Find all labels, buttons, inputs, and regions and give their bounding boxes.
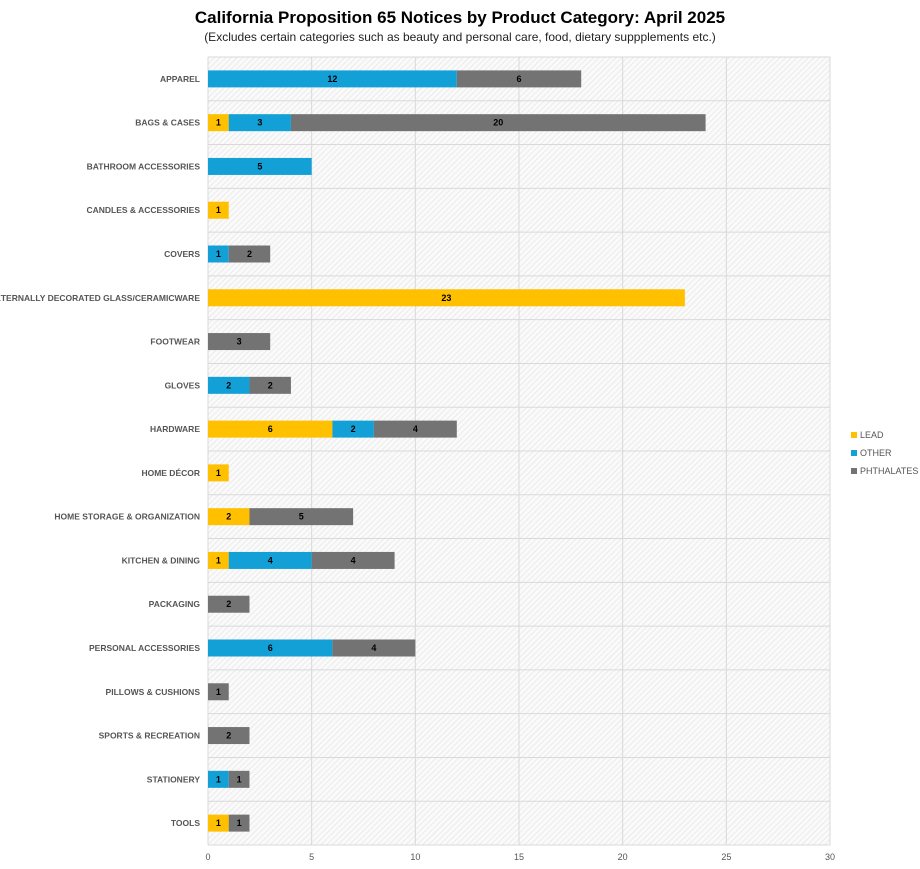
chart-subtitle: (Excludes certain categories such as bea… (204, 30, 716, 44)
data-label: 12 (327, 74, 337, 84)
legend-label: PHTHALATES (860, 466, 918, 476)
x-tick-label: 10 (410, 852, 420, 862)
category-label: APPAREL (160, 74, 200, 84)
data-label: 1 (237, 818, 242, 828)
bar-other (208, 245, 229, 263)
x-tick-label: 15 (514, 852, 524, 862)
category-label: SPORTS & RECREATION (99, 731, 200, 741)
data-label: 1 (216, 205, 221, 215)
legend-swatch-lead (851, 432, 857, 438)
category-label: PACKAGING (149, 599, 201, 609)
bar-lead (208, 201, 229, 219)
bar-lead (208, 464, 229, 482)
category-label: HOME DÉCOR (141, 468, 200, 478)
category-label: CANDLES & ACCESSORIES (86, 205, 200, 215)
chart-title: California Proposition 65 Notices by Pro… (194, 8, 726, 27)
data-label: 4 (371, 643, 376, 653)
bar-other (208, 70, 457, 88)
data-label: 1 (216, 249, 221, 259)
x-tick-label: 20 (618, 852, 628, 862)
data-label: 2 (268, 380, 273, 390)
category-label: GLOVES (165, 380, 201, 390)
bar-phthalates (456, 70, 582, 88)
bar-phthalates (311, 551, 395, 569)
bar-phthalates (332, 639, 416, 657)
bar-other (208, 157, 312, 175)
bar-other (228, 114, 291, 132)
data-label: 1 (216, 818, 221, 828)
data-label: 2 (226, 599, 231, 609)
bar-phthalates (228, 770, 250, 788)
x-tick-label: 30 (825, 852, 835, 862)
bar-other (208, 639, 333, 657)
bar-lead (208, 114, 229, 132)
bar-phthalates (208, 333, 271, 351)
category-label: BAGS & CASES (135, 118, 200, 128)
data-label: 4 (413, 424, 418, 434)
bar-lead (208, 289, 685, 307)
category-label: BATHROOM ACCESSORIES (87, 161, 201, 171)
data-label: 1 (237, 774, 242, 784)
category-label: KITCHEN & DINING (122, 555, 201, 565)
data-label: 1 (216, 468, 221, 478)
bar-lead (208, 420, 333, 438)
data-label: 1 (216, 118, 221, 128)
bar-phthalates (290, 114, 706, 132)
bar-other (208, 376, 250, 394)
data-label: 3 (237, 337, 242, 347)
bar-phthalates (208, 727, 250, 745)
x-tick-label: 5 (309, 852, 314, 862)
bar-phthalates (208, 595, 250, 613)
data-label: 4 (268, 555, 273, 565)
data-label: 6 (268, 643, 273, 653)
data-label: 3 (257, 118, 262, 128)
bar-phthalates (249, 508, 354, 526)
category-label: PERSONAL ACCESSORIES (89, 643, 200, 653)
category-label: FOOTWEAR (150, 337, 200, 347)
data-label: 2 (226, 731, 231, 741)
bar-phthalates (373, 420, 457, 438)
bar-phthalates (208, 683, 229, 701)
bar-other (228, 551, 312, 569)
legend-label: OTHER (860, 448, 892, 458)
bar-phthalates (228, 245, 271, 263)
category-label: EXTERNALLY DECORATED GLASS/CERAMICWARE (0, 293, 200, 303)
category-label: TOOLS (171, 818, 200, 828)
category-label: STATIONERY (147, 774, 201, 784)
data-label: 23 (441, 293, 451, 303)
data-label: 2 (226, 512, 231, 522)
bar-other (332, 420, 374, 438)
bar-lead (208, 814, 229, 832)
bar-other (208, 770, 229, 788)
legend-swatch-phthalates (851, 468, 857, 474)
data-label: 4 (351, 555, 356, 565)
data-label: 1 (216, 687, 221, 697)
category-label: HARDWARE (150, 424, 200, 434)
data-label: 2 (351, 424, 356, 434)
x-tick-label: 25 (721, 852, 731, 862)
bar-lead (208, 551, 229, 569)
data-label: 6 (268, 424, 273, 434)
data-label: 6 (516, 74, 521, 84)
bar-lead (208, 508, 250, 526)
data-label: 2 (247, 249, 252, 259)
legend-label: LEAD (860, 430, 884, 440)
data-label: 20 (493, 118, 503, 128)
data-label: 5 (257, 161, 262, 171)
category-label: COVERS (164, 249, 200, 259)
bar-phthalates (249, 376, 291, 394)
bar-phthalates (228, 814, 250, 832)
data-label: 1 (216, 555, 221, 565)
x-tick-label: 0 (205, 852, 210, 862)
category-label: PILLOWS & CUSHIONS (106, 687, 201, 697)
legend-swatch-other (851, 450, 857, 456)
data-label: 2 (226, 380, 231, 390)
category-label: HOME STORAGE & ORGANIZATION (54, 512, 200, 522)
data-label: 5 (299, 512, 304, 522)
data-label: 1 (216, 774, 221, 784)
